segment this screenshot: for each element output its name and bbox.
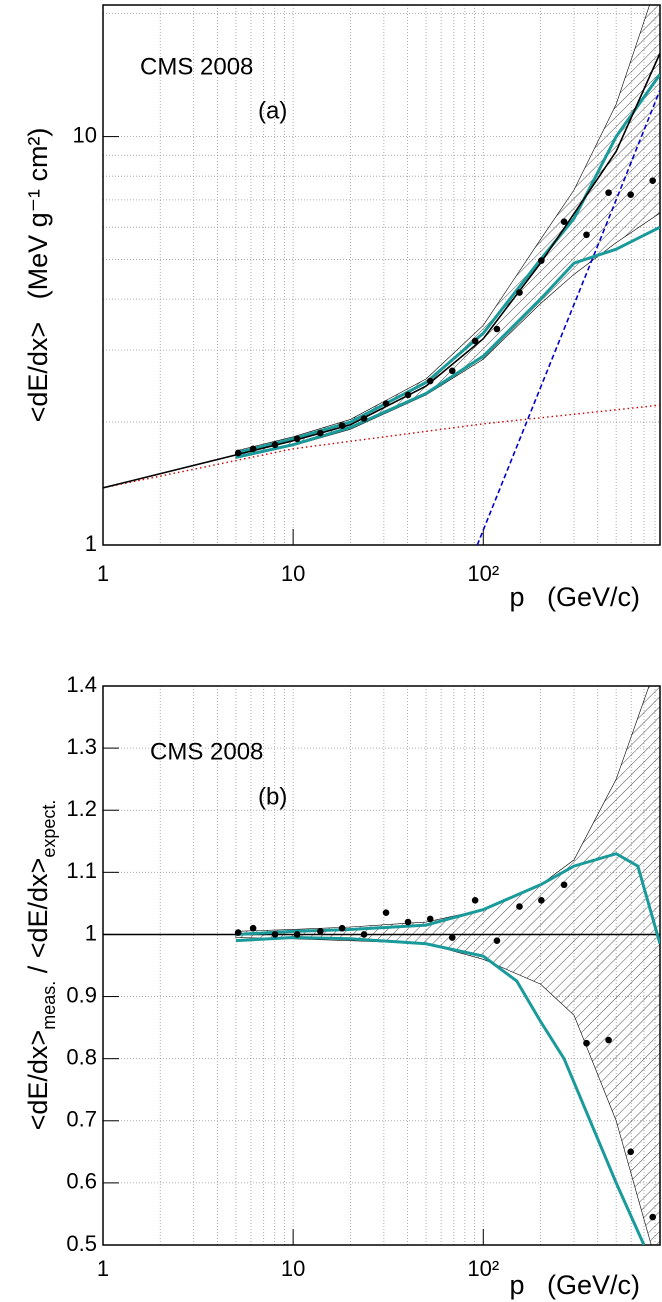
data-point	[271, 931, 279, 938]
data-point	[493, 937, 501, 944]
data-point	[605, 189, 612, 196]
annotation: (a)	[258, 97, 287, 124]
data-point	[583, 1039, 590, 1047]
data-point	[360, 415, 368, 422]
data-point	[234, 929, 242, 936]
y-axis-label-part: <dE/dx>	[23, 1030, 53, 1131]
x-tick-label: 10	[281, 561, 305, 586]
curve	[476, 89, 660, 545]
data-point	[404, 391, 412, 399]
y-axis-label-part: / <dE/dx>	[23, 858, 53, 981]
curve	[235, 936, 646, 1245]
data-point	[317, 429, 324, 437]
data-point	[382, 400, 390, 407]
data-point	[538, 896, 545, 904]
plot-frame	[102, 4, 661, 546]
curve	[103, 404, 660, 489]
x-tick-label: 1	[97, 1256, 109, 1281]
data-point	[516, 903, 523, 910]
curve	[235, 225, 660, 459]
y-axis-label: <dE/dx>meas. / <dE/dx>expect.	[23, 800, 59, 1131]
data-point	[649, 1213, 656, 1221]
data-point	[493, 325, 501, 333]
data-point	[404, 918, 412, 926]
curve	[235, 73, 660, 455]
x-tick-label: 10²	[467, 1256, 499, 1281]
data-point	[338, 924, 346, 932]
data-point	[448, 934, 456, 941]
data-point	[234, 449, 242, 457]
y-tick-label: 10	[73, 122, 97, 147]
x-tick-label: 1	[97, 561, 109, 586]
data-point	[426, 377, 434, 385]
y-axis-label-part: expect.	[39, 800, 59, 858]
data-point	[471, 337, 479, 345]
x-tick-label: 10²	[467, 561, 499, 586]
data-point	[317, 928, 324, 935]
y-axis-label-part: meas.	[39, 981, 59, 1030]
curve	[103, 52, 660, 489]
uncertainty-band	[235, 5, 660, 459]
data-point	[249, 924, 257, 932]
data-point	[516, 289, 523, 296]
y-tick-label: 0.8	[66, 1044, 97, 1069]
x-tick-label: 10	[281, 1256, 305, 1281]
data-point	[560, 881, 568, 889]
y-tick-label: 1.2	[66, 796, 97, 821]
y-tick-label: 1.4	[66, 672, 97, 697]
data-point	[293, 435, 301, 443]
data-point	[627, 191, 634, 198]
data-point	[271, 441, 279, 449]
x-axis-label: p (GeV/c)	[509, 582, 640, 612]
y-axis-label: <dE/dx> (MeV g⁻¹ cm²)	[23, 128, 53, 423]
y-tick-label: 0.6	[66, 1169, 97, 1194]
annotation: CMS 2008	[150, 738, 263, 765]
annotation: CMS 2008	[140, 53, 253, 80]
data-point	[627, 1148, 634, 1156]
data-point	[360, 931, 368, 938]
annotation: (b)	[258, 783, 287, 810]
y-tick-label: 0.9	[66, 982, 97, 1007]
data-point	[471, 896, 479, 904]
plot-area	[102, 685, 661, 1246]
x-axis-label: p (GeV/c)	[509, 1270, 640, 1300]
plot-clip	[103, 5, 660, 545]
y-tick-label: 1.1	[66, 858, 97, 883]
plot-area	[102, 4, 661, 546]
uncertainty-band	[235, 686, 660, 1245]
data-point	[426, 915, 434, 923]
y-tick-label: 1	[85, 920, 97, 945]
y-tick-label: 1.3	[66, 734, 97, 759]
plot-clip	[103, 686, 660, 1245]
data-point	[538, 257, 545, 264]
data-point	[448, 367, 456, 375]
y-tick-label: 0.5	[66, 1231, 97, 1256]
y-tick-label: 0.7	[66, 1107, 97, 1132]
y-tick-label: 1	[85, 531, 97, 556]
data-point	[560, 218, 568, 225]
data-point	[249, 445, 257, 453]
data-point	[338, 422, 346, 429]
data-point	[649, 177, 656, 184]
data-point	[382, 909, 390, 917]
data-point	[605, 1036, 612, 1044]
data-point	[583, 231, 590, 239]
data-point	[293, 931, 301, 938]
